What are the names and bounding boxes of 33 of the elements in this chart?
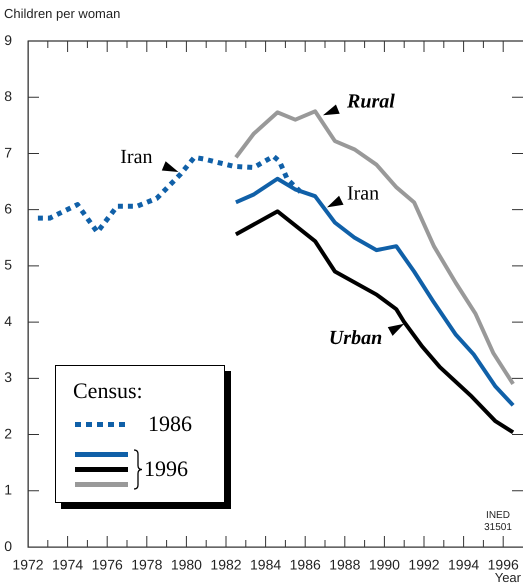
x-tick-label: 1974 bbox=[52, 556, 84, 572]
x-tick-label: 1984 bbox=[250, 556, 282, 572]
annotation: Iran bbox=[120, 146, 152, 168]
x-tick-label: 1994 bbox=[448, 556, 480, 572]
x-tick-label: 1988 bbox=[329, 556, 361, 572]
x-tick-label: 1986 bbox=[290, 556, 321, 572]
y-tick-label: 5 bbox=[4, 256, 12, 273]
y-tick-label: 3 bbox=[4, 369, 12, 386]
y-tick-label: 0 bbox=[4, 538, 12, 554]
annotation: INED 31501 bbox=[483, 510, 513, 534]
annotation: Iran bbox=[346, 182, 380, 205]
annotation: Rural bbox=[346, 90, 396, 112]
y-tick-label: 2 bbox=[4, 425, 12, 442]
x-axis-title: Year bbox=[494, 570, 521, 585]
x-tick-label: 1978 bbox=[131, 556, 163, 572]
x-tick-label: 1980 bbox=[170, 556, 202, 572]
y-tick-label: 7 bbox=[4, 144, 12, 160]
x-tick-label: 1982 bbox=[210, 556, 242, 572]
legend-label: 1986 bbox=[148, 410, 192, 436]
x-tick-label: 1996 bbox=[488, 556, 519, 572]
y-tick-label: 8 bbox=[4, 88, 12, 104]
x-tick-label: 1990 bbox=[368, 556, 400, 572]
y-tick-label: 1 bbox=[4, 482, 12, 498]
annotation: Urban bbox=[328, 326, 382, 349]
x-tick-label: 1972 bbox=[12, 556, 44, 572]
x-tick-label: 1976 bbox=[92, 556, 123, 572]
legend-title: Census: bbox=[73, 378, 143, 404]
y-axis-title: Children per woman bbox=[4, 6, 120, 21]
x-tick-label: 1992 bbox=[408, 556, 440, 572]
y-tick-label: 4 bbox=[4, 312, 12, 329]
y-tick-label: 9 bbox=[4, 32, 12, 48]
legend-label: 1996 bbox=[144, 456, 188, 482]
y-tick-label: 6 bbox=[4, 200, 12, 217]
